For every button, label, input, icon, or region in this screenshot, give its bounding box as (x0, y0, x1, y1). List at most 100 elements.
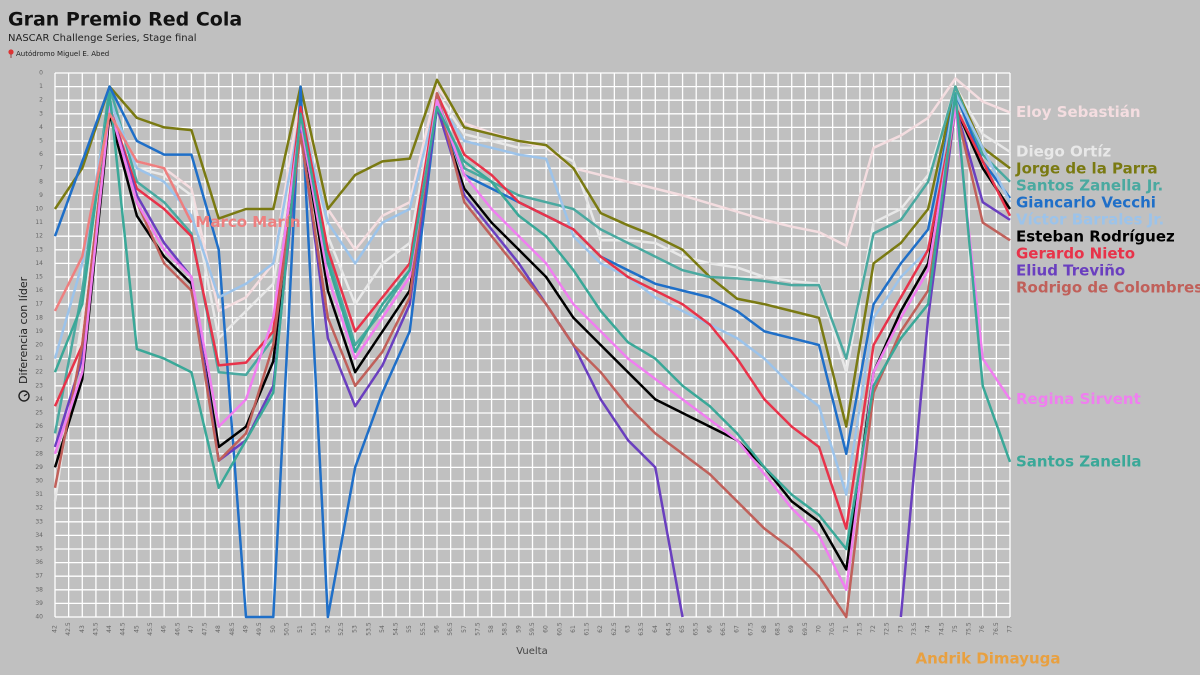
x-tick-label: 69.5 (802, 622, 809, 636)
y-tick-label: 7 (39, 165, 43, 172)
series-label: Eloy Sebastián (1016, 103, 1141, 121)
x-tick-label: 49.5 (256, 622, 263, 636)
x-tick-label: 77 (1007, 625, 1014, 633)
chart-title: Gran Premio Red Cola (8, 9, 242, 31)
x-tick-label: 55 (406, 625, 413, 633)
series-line (53, 77, 1011, 489)
x-tick-label: 76.5 (993, 622, 1000, 636)
x-tick-label: 51 (297, 625, 304, 633)
y-tick-label: 18 (35, 314, 43, 321)
y-tick-label: 31 (35, 491, 43, 498)
x-tick-label: 71.5 (856, 622, 863, 636)
x-tick-label: 65 (679, 625, 686, 633)
x-tick-label: 46 (161, 625, 168, 633)
x-tick-label: 61 (570, 625, 577, 633)
x-tick-label: 46.5 (174, 622, 181, 636)
y-tick-label: 24 (35, 396, 43, 403)
series-line (53, 98, 1012, 592)
x-tick-label: 50 (270, 625, 277, 633)
caption: Autódromo Miguel E. Abed (16, 50, 109, 58)
x-tick-label: 60.5 (556, 622, 563, 636)
y-tick-label: 0 (39, 70, 43, 77)
y-tick-label: 9 (39, 192, 43, 199)
x-tick-label: 64 (652, 625, 659, 633)
series-label: Eliud Treviño (1016, 261, 1125, 279)
x-tick-label: 68 (761, 625, 768, 633)
y-tick-label: 10 (35, 206, 43, 213)
y-tick-label: 33 (35, 518, 43, 525)
x-tick-label: 48.5 (229, 622, 236, 636)
series-line (53, 92, 1012, 551)
x-tick-label: 60 (543, 625, 550, 633)
y-tick-label: 26 (35, 423, 43, 430)
x-tick-label: 71 (843, 625, 850, 633)
y-tick-label: 25 (35, 410, 43, 417)
y-tick-label: 12 (35, 233, 43, 240)
y-tick-label: 6 (39, 151, 43, 158)
x-tick-label: 72.5 (884, 622, 891, 636)
x-tick-label: 54 (379, 625, 386, 633)
x-tick-label: 63.5 (638, 622, 645, 636)
x-tick-label: 48 (215, 625, 222, 633)
series-line (53, 105, 1012, 571)
series-label: Andrik Dimayuga (916, 650, 1061, 668)
x-tick-label: 49 (243, 625, 250, 633)
y-tick-label: 15 (35, 274, 43, 281)
series-line (53, 92, 1012, 496)
x-tick-label: 68.5 (775, 622, 782, 636)
series-label: Regina Sirvent (1016, 390, 1141, 408)
y-tick-label: 2 (39, 97, 43, 104)
x-tick-label: 74 (925, 625, 932, 633)
series-line (53, 92, 1011, 619)
x-tick-label: 63 (625, 625, 632, 633)
x-tick-label: 43.5 (92, 622, 99, 636)
y-tick-label: 17 (35, 301, 43, 308)
y-tick-label: 30 (35, 478, 43, 485)
x-tick-label: 45 (133, 625, 140, 633)
x-tick-label: 55.5 (420, 622, 427, 636)
x-tick-label: 58 (488, 625, 495, 633)
y-tick-label: 21 (35, 355, 43, 362)
x-tick-label: 70 (816, 625, 823, 633)
x-tick-label: 47 (188, 625, 195, 633)
chart-subtitle: NASCAR Challenge Series, Stage final (8, 33, 197, 44)
y-tick-label: 37 (35, 573, 43, 580)
x-tick-label: 58.5 (502, 622, 509, 636)
x-tick-label: 70.5 (829, 622, 836, 636)
x-tick-label: 75.5 (966, 622, 973, 636)
y-tick-label: 3 (39, 110, 43, 117)
x-tick-label: 73 (897, 625, 904, 633)
x-tick-label: 44.5 (120, 622, 127, 636)
x-tick-label: 72 (870, 625, 877, 633)
x-tick-label: 52 (324, 625, 331, 633)
y-tick-label: 16 (35, 287, 43, 294)
x-tick-label: 53.5 (365, 622, 372, 636)
x-tick-label: 59.5 (529, 622, 536, 636)
x-tick-label: 69 (788, 625, 795, 633)
x-tick-label: 57.5 (474, 622, 481, 636)
x-tick-label: 67.5 (747, 622, 754, 636)
x-tick-label: 50.5 (283, 622, 290, 636)
series-line (53, 112, 193, 312)
x-tick-label: 76 (979, 625, 986, 633)
y-tick-label: 34 (35, 532, 43, 539)
y-tick-label: 8 (39, 178, 43, 185)
x-tick-label: 52.5 (338, 622, 345, 636)
y-tick-label: 29 (35, 464, 43, 471)
x-tick-label: 45.5 (147, 622, 154, 636)
y-tick-label: 11 (35, 219, 43, 226)
series-label: Santos Zanella (1016, 452, 1142, 470)
stopwatch-icon (18, 390, 30, 402)
x-tick-label: 67 (734, 625, 741, 633)
series-label: Rodrigo de Colombres (1016, 278, 1200, 296)
series-label: Marco Marín (195, 213, 300, 231)
x-tick-label: 44 (106, 625, 113, 633)
y-tick-label: 14 (35, 260, 43, 267)
x-tick-label: 42.5 (65, 622, 72, 636)
x-tick-label: 66 (706, 625, 713, 633)
series-label: Jorge de la Parra (1015, 159, 1158, 177)
x-tick-label: 54.5 (393, 622, 400, 636)
y-tick-label: 1 (39, 83, 43, 90)
